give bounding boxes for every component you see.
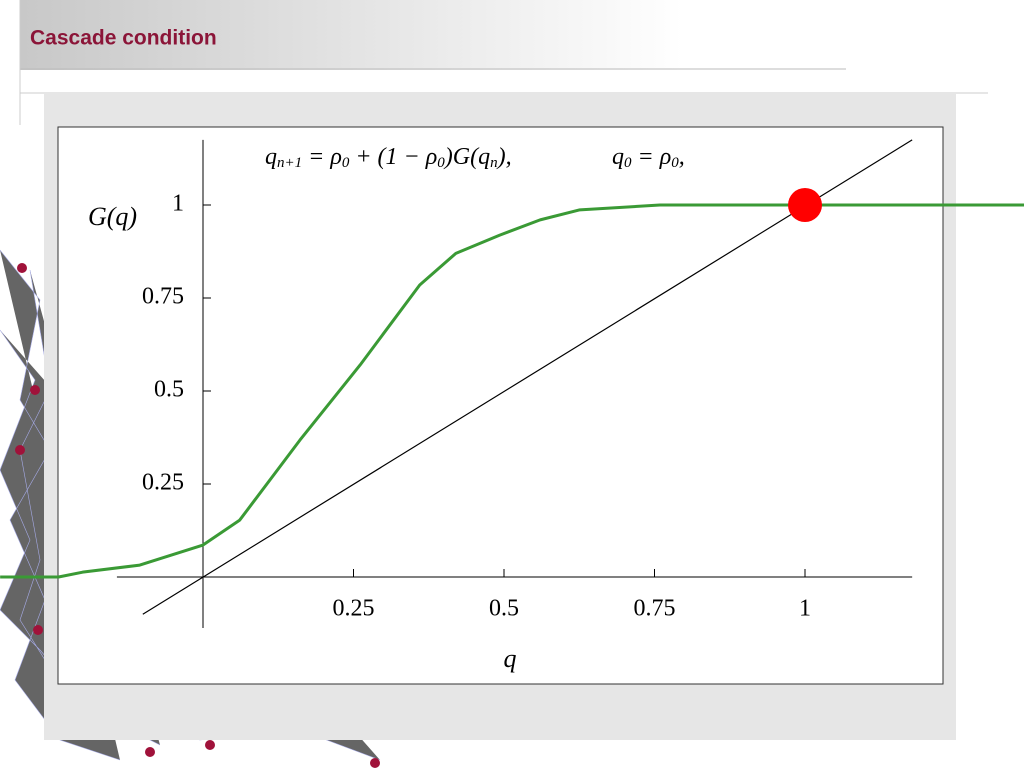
fixed-point: [788, 188, 822, 222]
y-tick-label: 0.75: [142, 284, 184, 310]
equation-subscript: 0: [342, 155, 350, 171]
equation: qn+1 = ρ0 + (1 − ρ0)G(qn),: [265, 144, 512, 172]
equation-part: ),: [496, 144, 512, 170]
network-nodes: [15, 263, 380, 768]
slide-title: Cascade condition: [30, 27, 217, 50]
equation-part: q: [265, 144, 277, 170]
x-tick-label: 1: [799, 596, 811, 622]
equation-subscript: n: [490, 155, 498, 171]
header-band: [20, 0, 850, 70]
x-tick-label: 0.75: [634, 596, 676, 622]
y-tick-label: 1: [172, 191, 184, 217]
equation-part: = ρ: [632, 144, 672, 170]
equation-part: q: [612, 144, 624, 170]
y-tick-label: 0.5: [154, 377, 184, 403]
plot-frame: [57, 126, 944, 685]
equation-subscript: 0: [624, 155, 632, 171]
equation-part: ,: [679, 144, 685, 170]
diagonal: [142, 139, 913, 615]
equation: q0 = ρ0,: [612, 144, 685, 172]
equation-part: + (1 − ρ: [349, 144, 437, 170]
equation-subscript: n+1: [277, 155, 302, 171]
x-axis-label: q: [504, 644, 517, 673]
y-axis-label: G(q): [88, 202, 137, 231]
y-tick-label: 0.25: [142, 470, 184, 496]
curve: [0, 203, 1024, 579]
equation-part: )G(q: [443, 144, 490, 170]
equation-part: = ρ: [302, 144, 342, 170]
x-tick-label: 0.25: [333, 596, 375, 622]
equation-subscript: 0: [671, 155, 679, 171]
equation-subscript: 0: [437, 155, 445, 171]
x-tick-label: 0.5: [489, 596, 519, 622]
